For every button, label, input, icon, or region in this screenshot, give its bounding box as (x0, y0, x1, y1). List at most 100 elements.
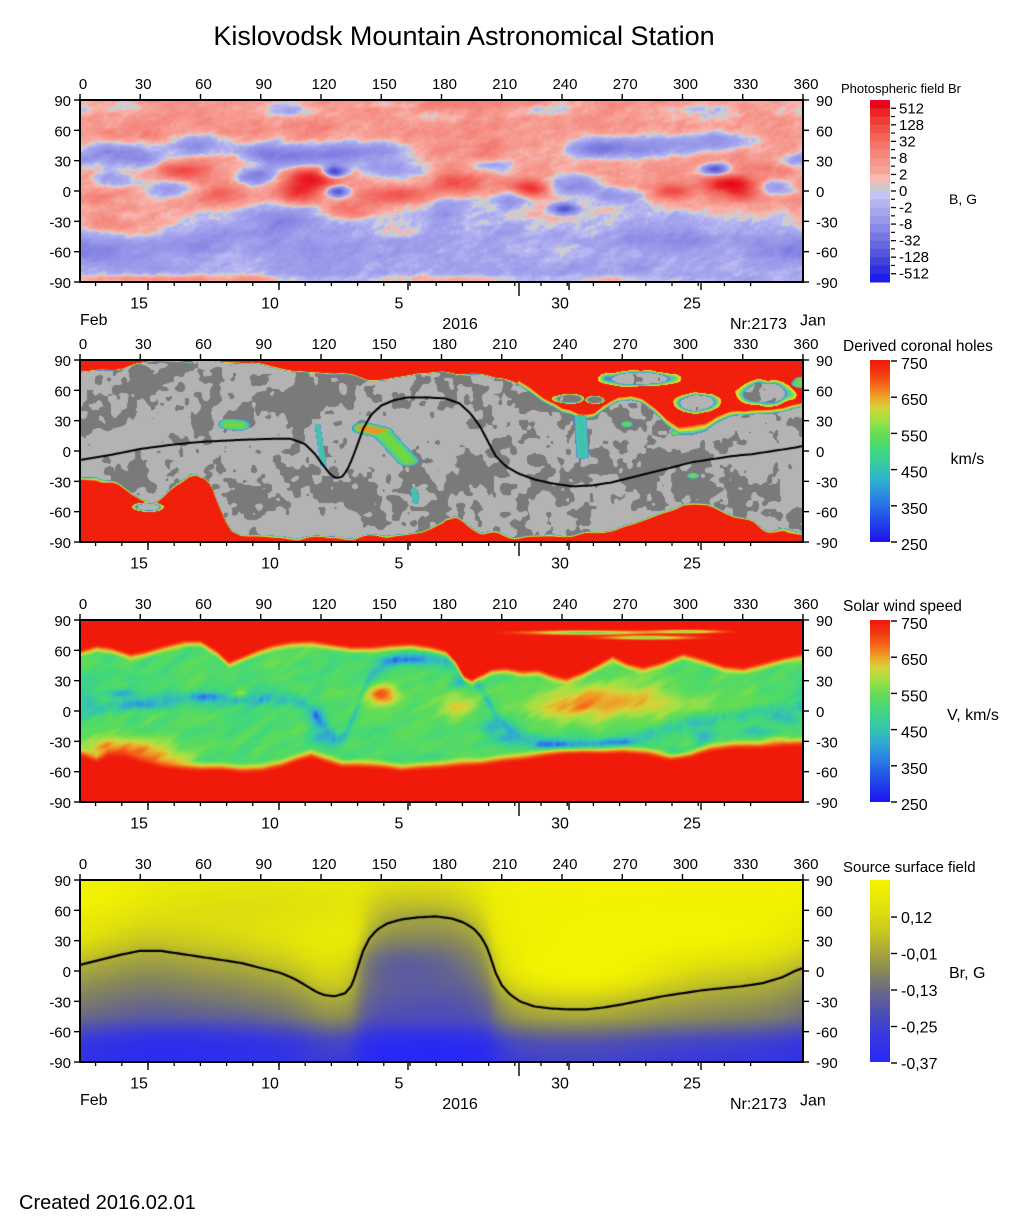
svg-text:30: 30 (551, 296, 569, 313)
svg-text:30: 30 (135, 76, 152, 93)
svg-text:250: 250 (901, 537, 928, 554)
svg-text:60: 60 (195, 336, 212, 353)
svg-text:0: 0 (63, 704, 71, 721)
svg-text:0: 0 (63, 184, 71, 201)
svg-text:-60: -60 (816, 505, 838, 522)
svg-text:-0,13: -0,13 (901, 983, 938, 1000)
svg-text:300: 300 (673, 596, 698, 613)
svg-text:120: 120 (311, 76, 336, 93)
svg-text:25: 25 (683, 296, 701, 313)
svg-text:128: 128 (899, 117, 924, 134)
svg-text:Created 2016.02.01: Created 2016.02.01 (19, 1192, 196, 1214)
svg-text:90: 90 (54, 93, 71, 110)
svg-text:30: 30 (551, 556, 569, 573)
svg-text:30: 30 (551, 1076, 569, 1093)
svg-text:0: 0 (63, 444, 71, 461)
svg-text:-30: -30 (816, 994, 838, 1011)
svg-text:32: 32 (899, 133, 916, 150)
svg-text:150: 150 (372, 76, 397, 93)
svg-text:-30: -30 (49, 994, 71, 1011)
svg-text:Solar wind speed: Solar wind speed (843, 598, 962, 615)
svg-text:-0,01: -0,01 (901, 947, 938, 964)
svg-text:210: 210 (492, 856, 517, 873)
svg-text:V, km/s: V, km/s (947, 707, 999, 724)
svg-text:180: 180 (432, 596, 457, 613)
svg-text:60: 60 (816, 643, 833, 660)
svg-text:240: 240 (552, 856, 577, 873)
svg-text:2016: 2016 (442, 316, 478, 333)
svg-text:300: 300 (673, 856, 698, 873)
svg-text:5: 5 (395, 1076, 404, 1093)
svg-text:Nr:2173: Nr:2173 (730, 1096, 787, 1113)
svg-text:25: 25 (683, 556, 701, 573)
svg-text:2: 2 (899, 166, 907, 183)
svg-text:210: 210 (492, 76, 517, 93)
svg-text:-32: -32 (899, 233, 921, 250)
svg-text:60: 60 (54, 643, 71, 660)
svg-text:350: 350 (901, 761, 928, 778)
svg-text:Br, G: Br, G (949, 965, 985, 982)
svg-text:360: 360 (793, 76, 818, 93)
svg-text:60: 60 (195, 856, 212, 873)
svg-text:60: 60 (54, 123, 71, 140)
svg-text:0: 0 (816, 184, 824, 201)
svg-text:30: 30 (54, 934, 71, 951)
svg-text:-60: -60 (816, 765, 838, 782)
svg-text:30: 30 (816, 674, 833, 691)
svg-text:330: 330 (733, 76, 758, 93)
svg-text:90: 90 (816, 353, 833, 370)
svg-text:-30: -30 (816, 474, 838, 491)
svg-text:60: 60 (816, 383, 833, 400)
svg-text:150: 150 (372, 856, 397, 873)
svg-text:450: 450 (901, 465, 928, 482)
svg-text:120: 120 (311, 856, 336, 873)
svg-text:240: 240 (552, 596, 577, 613)
svg-text:210: 210 (492, 336, 517, 353)
svg-text:15: 15 (130, 1076, 148, 1093)
svg-text:25: 25 (683, 1076, 701, 1093)
svg-text:350: 350 (901, 501, 928, 518)
svg-text:270: 270 (613, 76, 638, 93)
svg-text:30: 30 (816, 154, 833, 171)
svg-text:B, G: B, G (949, 191, 977, 207)
svg-text:-60: -60 (49, 1025, 71, 1042)
svg-text:750: 750 (901, 616, 928, 633)
svg-text:210: 210 (492, 596, 517, 613)
svg-text:km/s: km/s (951, 451, 985, 468)
svg-text:60: 60 (195, 76, 212, 93)
svg-text:90: 90 (54, 873, 71, 890)
svg-text:550: 550 (901, 688, 928, 705)
svg-text:60: 60 (54, 903, 71, 920)
svg-text:0: 0 (79, 596, 87, 613)
svg-text:-90: -90 (816, 795, 838, 812)
svg-text:330: 330 (733, 596, 758, 613)
svg-text:330: 330 (733, 856, 758, 873)
svg-text:512: 512 (899, 100, 924, 117)
svg-text:-60: -60 (49, 765, 71, 782)
svg-text:-60: -60 (816, 1025, 838, 1042)
svg-text:-30: -30 (49, 214, 71, 231)
svg-text:30: 30 (54, 414, 71, 431)
svg-text:240: 240 (552, 336, 577, 353)
svg-text:10: 10 (261, 296, 279, 313)
svg-text:-60: -60 (49, 245, 71, 262)
svg-text:450: 450 (901, 725, 928, 742)
svg-text:0: 0 (63, 964, 71, 981)
svg-text:2016: 2016 (442, 1096, 478, 1113)
svg-text:Feb: Feb (80, 1092, 108, 1109)
svg-text:360: 360 (793, 856, 818, 873)
svg-text:-2: -2 (899, 200, 912, 217)
svg-text:-90: -90 (49, 275, 71, 292)
svg-text:0: 0 (899, 183, 907, 200)
svg-text:270: 270 (613, 336, 638, 353)
svg-text:-60: -60 (49, 505, 71, 522)
svg-text:150: 150 (372, 336, 397, 353)
svg-text:180: 180 (432, 76, 457, 93)
svg-text:550: 550 (901, 428, 928, 445)
svg-text:-512: -512 (899, 266, 929, 283)
svg-text:-90: -90 (816, 535, 838, 552)
svg-text:15: 15 (130, 556, 148, 573)
svg-text:5: 5 (395, 556, 404, 573)
svg-text:90: 90 (255, 596, 272, 613)
svg-text:5: 5 (395, 296, 404, 313)
